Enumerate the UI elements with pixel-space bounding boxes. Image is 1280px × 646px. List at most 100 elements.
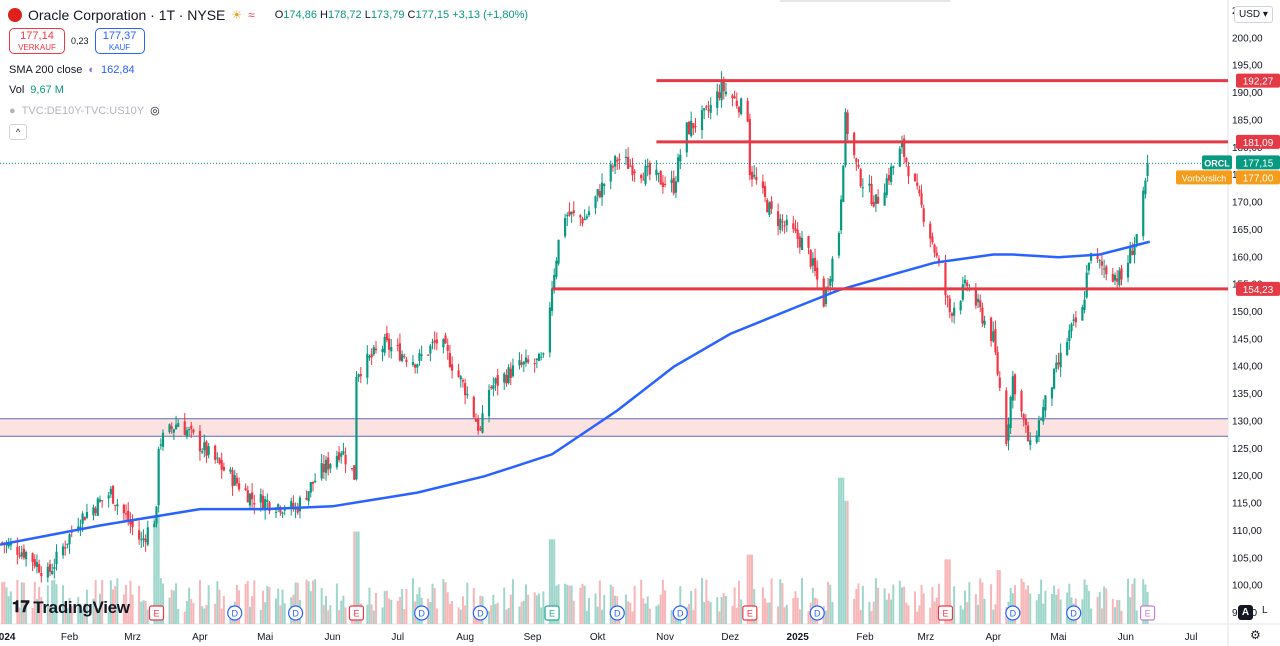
volume-bar <box>1059 599 1062 624</box>
candle <box>444 332 447 344</box>
candle <box>1022 413 1025 427</box>
candle <box>477 414 480 435</box>
candle-body <box>783 225 786 227</box>
volume-bar <box>929 607 932 624</box>
candle <box>1026 421 1030 442</box>
event-marker[interactable]: D <box>672 605 688 621</box>
candle <box>716 83 719 116</box>
candle <box>259 488 262 512</box>
candle <box>1055 354 1058 373</box>
candle-body <box>292 503 295 510</box>
volume-bar <box>283 603 286 624</box>
candle-body <box>350 468 354 470</box>
sell-button[interactable]: 177,14 VERKAUF <box>9 28 65 54</box>
candle-body <box>138 530 141 540</box>
candle-body <box>694 126 697 128</box>
candle-body <box>387 338 391 350</box>
volume-indicator-legend[interactable]: Vol 9,67 M <box>9 84 64 96</box>
volume-bar <box>457 607 460 624</box>
volume-bar <box>261 590 264 624</box>
volume-bar <box>35 599 38 624</box>
candle <box>124 504 128 522</box>
volume-bar <box>305 579 308 624</box>
hidden-eye-icon[interactable]: ◎ <box>150 105 160 117</box>
candle <box>963 275 967 287</box>
volume-bar <box>914 591 917 624</box>
event-marker[interactable]: E <box>1139 605 1156 621</box>
volume-bar <box>505 609 508 624</box>
buy-button[interactable]: 177,37 KAUF <box>94 28 145 54</box>
spread-symbol-legend[interactable]: ● TVC:DE10Y-TVC:US10Y ◎ <box>9 104 160 118</box>
volume-bar <box>98 593 101 624</box>
candle <box>948 295 951 319</box>
volume-bar <box>307 581 310 624</box>
candle <box>1059 343 1062 377</box>
auto-scale-button[interactable]: A <box>1238 605 1253 620</box>
candle-body <box>822 278 825 307</box>
candle-body <box>190 425 193 429</box>
candle-body <box>898 148 901 167</box>
log-scale-button[interactable]: L <box>1262 605 1268 616</box>
volume-bar <box>807 611 810 624</box>
candle-body <box>700 110 704 131</box>
candle <box>959 300 962 315</box>
event-marker[interactable]: D <box>609 605 625 621</box>
candle-body <box>922 208 925 222</box>
volume-bar <box>81 609 84 624</box>
event-marker[interactable]: D <box>1005 605 1021 621</box>
sma-indicator-legend[interactable]: SMA 200 close ◐ 162,84 <box>9 64 135 76</box>
candle <box>707 100 710 118</box>
event-marker[interactable]: E <box>937 605 954 621</box>
y-tick-label: 190,00 <box>1232 88 1263 99</box>
volume-bar <box>251 596 254 624</box>
volume-bar <box>720 596 723 624</box>
candle-body <box>722 80 725 92</box>
candle-body <box>1105 266 1108 275</box>
candle <box>472 395 475 420</box>
candle <box>750 166 754 187</box>
collapse-legend-chevron-icon[interactable]: ^ <box>9 124 27 140</box>
symbol-title[interactable]: Oracle Corporation · 1T · NYSE <box>28 7 226 23</box>
event-marker[interactable]: D <box>472 605 488 621</box>
candle <box>996 346 999 377</box>
candle-body <box>844 112 847 166</box>
volume-bar <box>266 586 269 624</box>
candle <box>431 338 434 350</box>
currency-selector[interactable]: USD ▾ <box>1234 6 1273 23</box>
volume-bar <box>375 592 378 624</box>
volume-bar <box>435 608 438 624</box>
candle-body <box>1020 391 1023 412</box>
candle-body <box>1013 374 1017 395</box>
volume-bar <box>588 598 591 624</box>
candle-body <box>442 339 445 348</box>
event-marker[interactable]: E <box>148 605 165 621</box>
volume-bar <box>122 594 125 624</box>
event-marker[interactable]: E <box>348 605 365 621</box>
event-marker[interactable]: E <box>544 605 560 621</box>
candle <box>203 434 206 458</box>
volume-bar <box>183 611 186 624</box>
event-marker[interactable]: D <box>414 605 430 621</box>
event-marker[interactable]: D <box>287 605 304 621</box>
candle-body <box>403 356 406 358</box>
event-marker[interactable]: D <box>227 605 243 621</box>
volume-bar <box>1068 583 1071 624</box>
candle <box>887 168 891 186</box>
settings-gear-icon[interactable]: ⚙ <box>1250 628 1261 642</box>
volume-bar <box>340 600 343 624</box>
volume-bar <box>281 589 284 624</box>
candle-body <box>268 502 271 512</box>
candle <box>116 498 119 516</box>
volume-bar <box>740 599 743 624</box>
event-marker[interactable]: E <box>742 605 758 621</box>
volume-bar <box>944 559 947 624</box>
event-marker[interactable]: D <box>1066 605 1082 621</box>
candle-body <box>450 364 454 371</box>
volume-bar <box>1027 585 1030 624</box>
candle-body <box>1083 299 1086 310</box>
candle <box>583 209 586 221</box>
event-marker[interactable]: D <box>809 605 825 621</box>
candle <box>550 280 554 316</box>
volume-bar <box>568 585 571 624</box>
